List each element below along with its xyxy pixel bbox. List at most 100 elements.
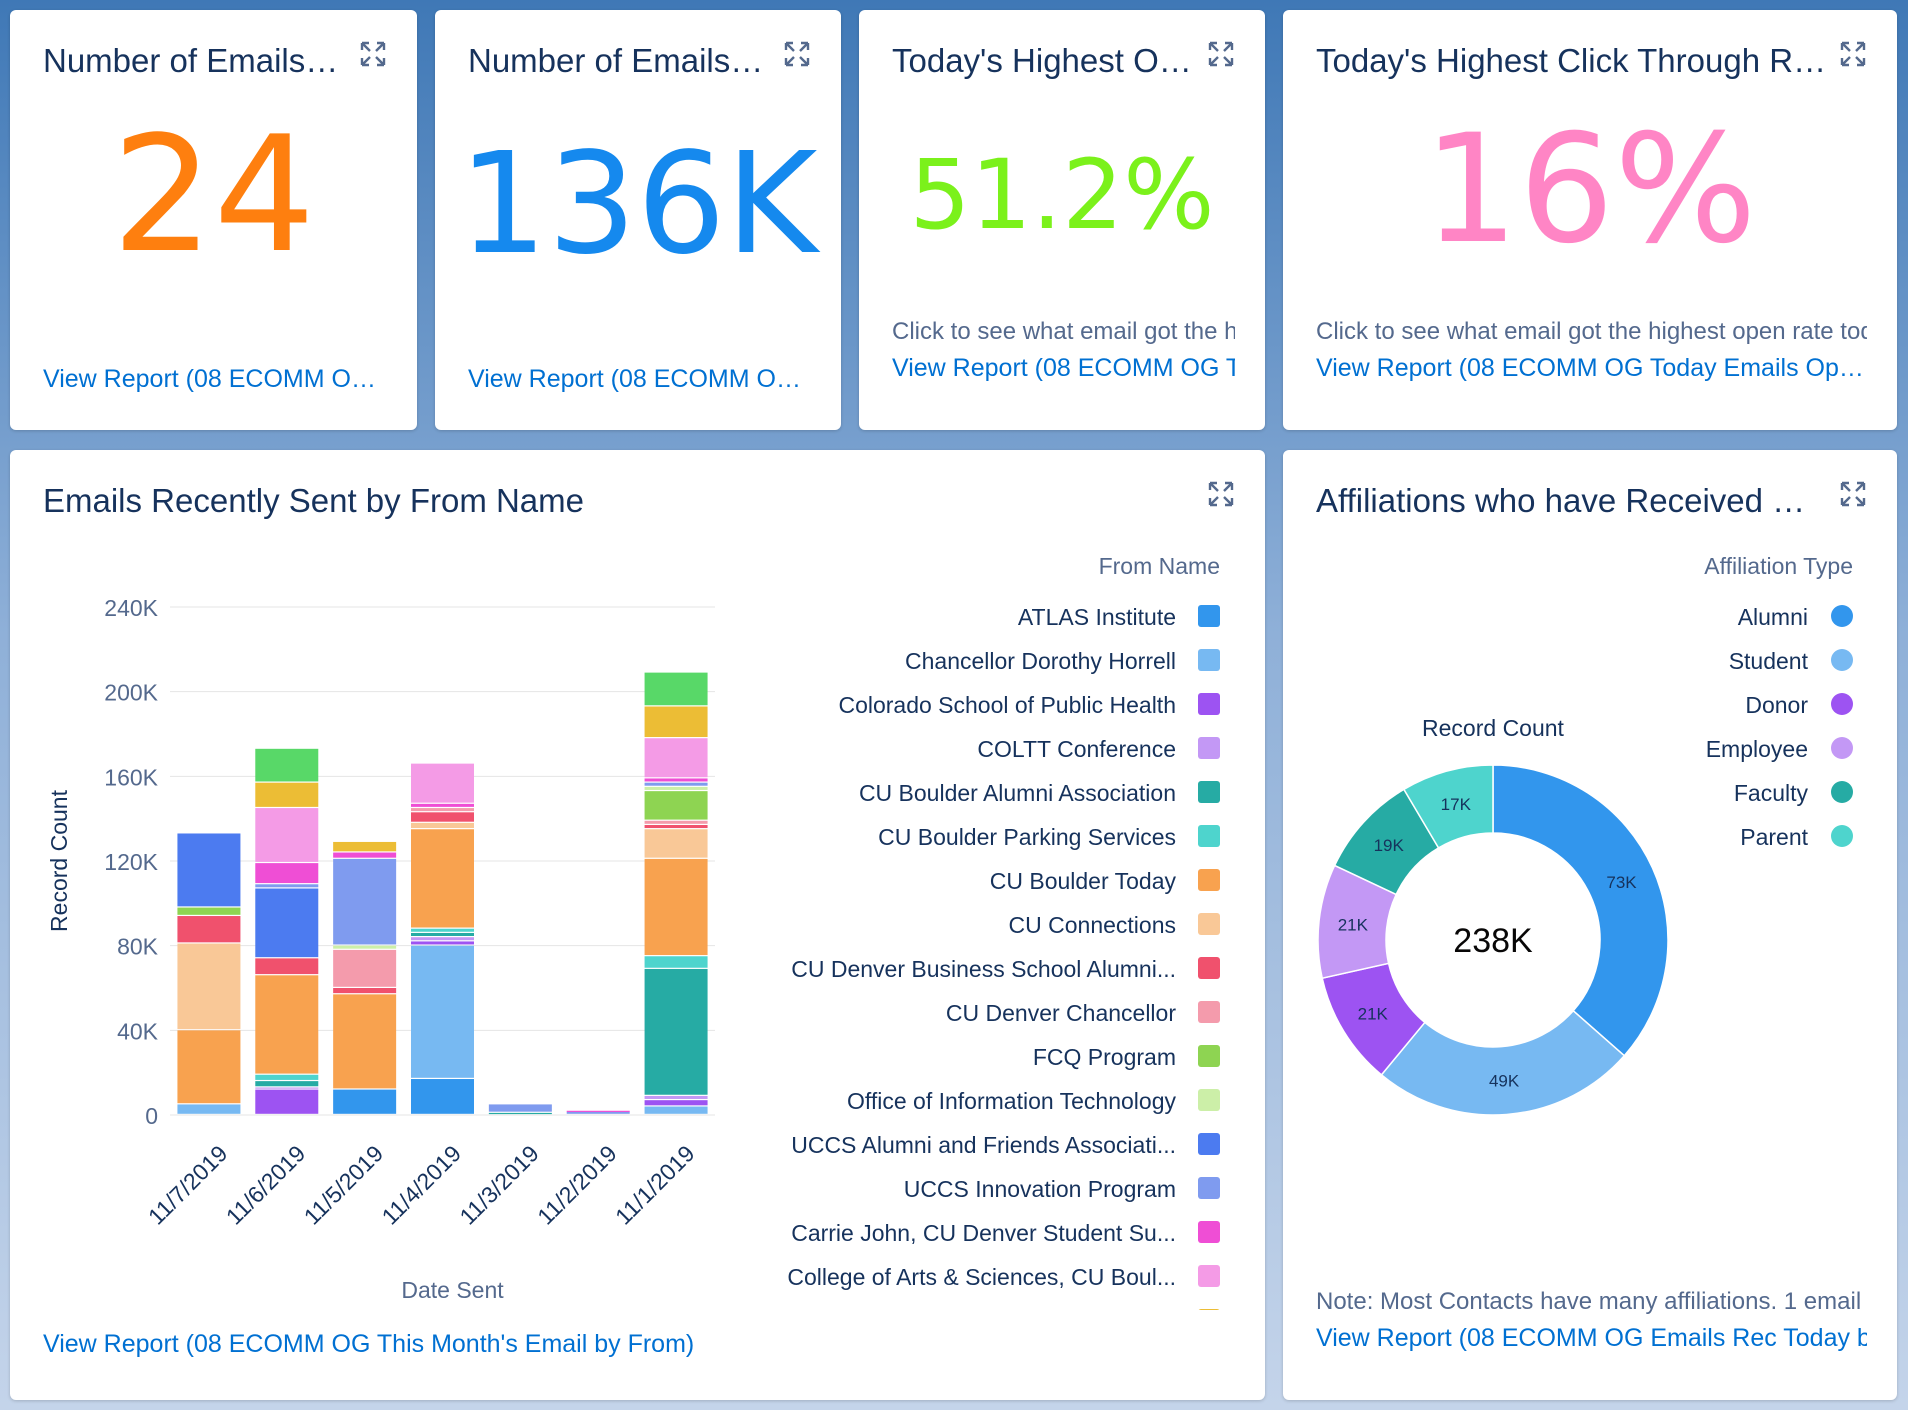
legend-swatch (1198, 649, 1220, 671)
x-tick-label: 11/2/2019 (532, 1140, 622, 1230)
metric-value: 24 (111, 101, 316, 288)
donut-slice (1402, 764, 1494, 849)
legend-item: COLTT Conference (977, 736, 1220, 762)
expand-icon[interactable] (783, 40, 811, 68)
bar-segment (644, 786, 708, 790)
bar-segment (255, 975, 319, 1074)
legend-label: UCCS Alumni and Friends Associati... (791, 1132, 1176, 1158)
legend-item: Employee (1706, 736, 1853, 762)
legend-label: Parent (1740, 824, 1808, 850)
legend-item: CU Boulder Parking Services (878, 824, 1220, 850)
legend-label: CU Boulder Alumni Association (859, 780, 1176, 806)
legend-item: CU Denver Chancellor (946, 1000, 1220, 1026)
bar-segment (177, 833, 241, 907)
bar-segment (255, 748, 319, 782)
y-tick-label: 40K (117, 1018, 159, 1044)
legend-item: Colorado School of Public Health (838, 692, 1220, 718)
bar-segment (411, 812, 474, 822)
bar-segment (644, 1095, 708, 1099)
y-tick-label: 160K (104, 764, 158, 790)
x-axis-label: Date Sent (401, 1277, 504, 1303)
bar-segment (644, 1100, 708, 1106)
expand-icon[interactable] (1207, 40, 1235, 68)
slice-label: 49K (1489, 1072, 1520, 1091)
bar-segment (411, 945, 474, 1078)
card-title: Affiliations who have Received E… (1316, 482, 1827, 519)
legend-swatch (1198, 913, 1220, 935)
legend-swatch (1198, 1001, 1220, 1023)
view-report-link[interactable]: View Report (08 ECOMM OG… (468, 365, 811, 393)
card-emails-by-from: Emails Recently Sent by From Name 0 40K 80… (10, 450, 1265, 1400)
view-report-link[interactable]: View Report (08 ECOMM OG To (892, 354, 1235, 382)
card-highest-ctr: Today's Highest Click Through Rate 16% C… (1283, 10, 1897, 430)
bar-segment (644, 1106, 708, 1114)
metric-value: 136K (458, 123, 818, 286)
legend-swatch (1198, 1309, 1220, 1310)
legend-swatch (1198, 1133, 1220, 1155)
expand-icon[interactable] (1207, 480, 1235, 508)
bar-segment (644, 858, 708, 956)
legend-dot (1831, 605, 1853, 627)
card-emails-volume: Number of Emails … 136K View Report (08 … (435, 10, 841, 430)
card-title: Number of Emails … (468, 42, 771, 79)
slice-label: 17K (1441, 795, 1472, 814)
legend-item: Donor (1745, 692, 1853, 718)
view-report-link[interactable]: View Report (08 ECOMM OG This Month's Em… (43, 1330, 695, 1358)
bar-segment (333, 988, 397, 994)
legend-swatch (1198, 1045, 1220, 1067)
legend-title: Affiliation Type (1704, 553, 1853, 579)
legend-label: FCQ Program (1033, 1044, 1176, 1070)
legend-swatch (1198, 1265, 1220, 1287)
legend-item: College of Arts & Sciences, CU Boul... (787, 1264, 1220, 1290)
expand-icon[interactable] (359, 40, 387, 68)
x-tick-label: 11/1/2019 (610, 1140, 700, 1230)
legend-item: UCCS Innovation Program (904, 1176, 1220, 1202)
bar-segment (333, 858, 397, 945)
bar-segment (644, 956, 708, 968)
legend-label: Chancellor Dorothy Horrell (905, 648, 1176, 674)
bar-segment (255, 1087, 319, 1089)
y-tick-label: 120K (104, 849, 158, 875)
bar-segment (488, 1104, 552, 1112)
y-tick-label: 200K (104, 680, 158, 706)
bar-segment (255, 888, 319, 958)
x-tick-label: 11/5/2019 (299, 1140, 389, 1230)
view-report-link[interactable]: View Report (08 ECOMM OG Emails Rec Toda… (1316, 1324, 1867, 1352)
bar-segment (255, 1081, 319, 1087)
x-tick-label: 11/7/2019 (143, 1140, 233, 1230)
bar-segment (177, 907, 241, 915)
legend-item: CU Boulder Today (990, 868, 1220, 894)
bar-segment (411, 808, 474, 812)
bar-segment (255, 782, 319, 807)
y-tick-label: 240K (104, 595, 158, 621)
bar-segment (333, 945, 397, 949)
legend-label: Employee (1706, 736, 1808, 762)
view-report-link[interactable]: View Report (08 ECOMM OG… (43, 365, 387, 393)
legend-label: Student (1729, 648, 1809, 674)
legend-swatch (1198, 737, 1220, 759)
legend-label: CU Denver Chancellor (946, 1000, 1176, 1026)
legend-item: Carrie John, CU Denver Student Su... (791, 1220, 1220, 1246)
bar-segment (255, 1089, 319, 1114)
bar-segment (644, 738, 708, 778)
card-description: Click to see what email got the h (892, 318, 1235, 345)
expand-icon[interactable] (1839, 480, 1867, 508)
legend-label: UCCS Innovation Program (904, 1176, 1176, 1202)
slice-label: 19K (1374, 836, 1405, 855)
legend-label: CU Boulder Parking Services (878, 824, 1176, 850)
card-title: Emails Recently Sent by From Name (43, 482, 585, 519)
legend-item: ATLAS Institute (1018, 604, 1220, 630)
bar-segment (255, 863, 319, 884)
bar-segment (333, 949, 397, 987)
bar-segment (644, 820, 708, 824)
expand-icon[interactable] (1839, 40, 1867, 68)
bar-segment (333, 994, 397, 1089)
x-tick-label: 11/4/2019 (376, 1140, 466, 1230)
legend-label: CU Denver Business School Alumni... (791, 956, 1176, 982)
legend-dot (1831, 781, 1853, 803)
legend-label: Office of Information Technology (847, 1088, 1177, 1114)
legend-item: Office of Information Technology (847, 1088, 1220, 1114)
legend-swatch (1198, 781, 1220, 803)
view-report-link[interactable]: View Report (08 ECOMM OG Today Emails Op… (1316, 354, 1867, 382)
bar-segment (255, 808, 319, 862)
